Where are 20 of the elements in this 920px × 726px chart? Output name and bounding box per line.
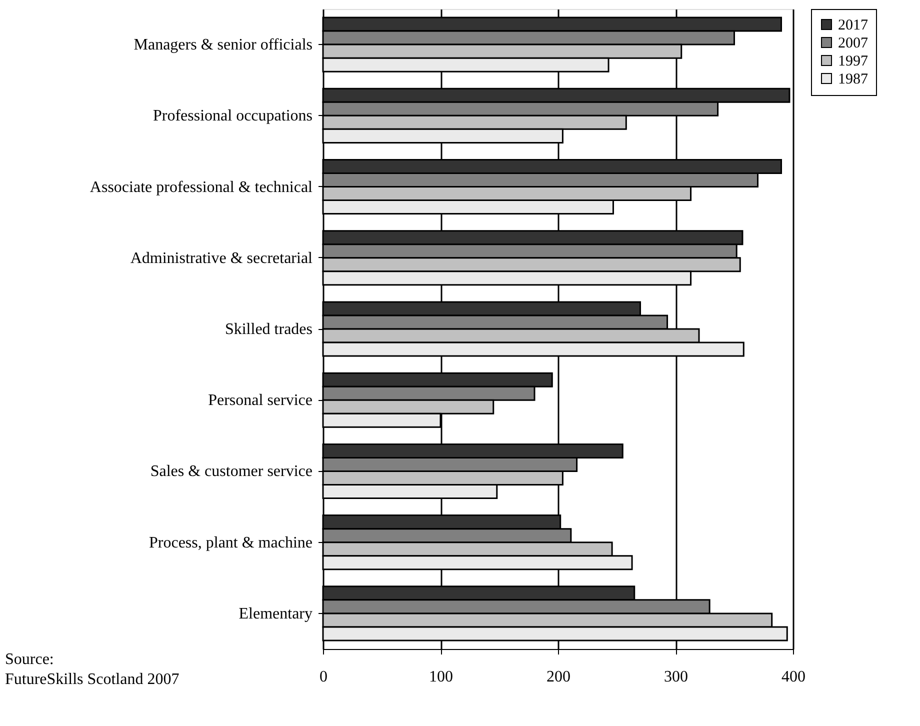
y-tick-label: Sales & customer service xyxy=(150,463,312,480)
y-tick-label: Skilled trades xyxy=(224,321,312,338)
y-tick-label: Associate professional & technical xyxy=(90,178,314,196)
y-tick-label: Elementary xyxy=(238,605,312,622)
x-tick-label: 0 xyxy=(320,668,328,686)
legend-label: 2007 xyxy=(838,36,868,52)
text: FutureSkills Scotland 2007 xyxy=(5,671,180,688)
legend-label: 1997 xyxy=(838,54,868,70)
legend-label: 1987 xyxy=(838,72,868,88)
y-tick-label: Personal service xyxy=(208,392,312,410)
source-note: Source: xyxy=(5,651,54,668)
legend-label: 2017 xyxy=(838,18,868,34)
y-tick-label: Administrative & secretarial xyxy=(130,250,314,267)
x-tick-label: 200 xyxy=(546,668,570,686)
x-tick-label: 300 xyxy=(664,668,688,686)
y-tick-label: Professional occupations xyxy=(152,108,312,125)
y-tick-label: Process, plant & machine xyxy=(148,534,312,552)
x-tick-label: 100 xyxy=(429,668,453,686)
x-tick-label: 400 xyxy=(782,668,806,686)
y-tick-label: Managers & senior officials xyxy=(134,36,312,54)
